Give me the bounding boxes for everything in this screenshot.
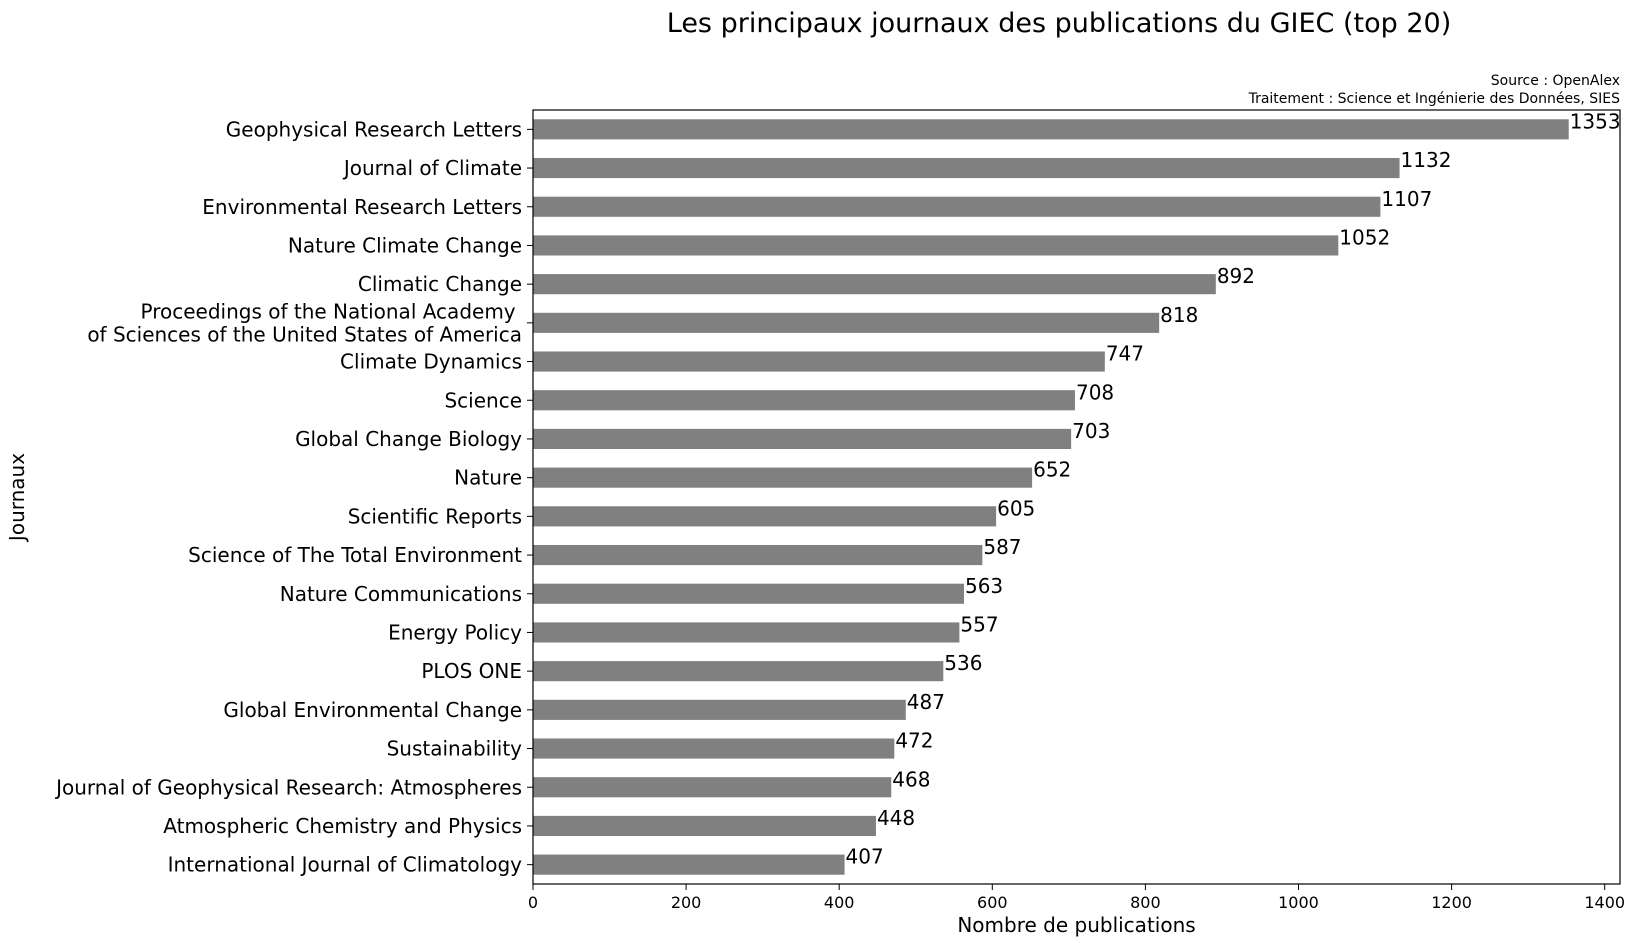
category-label: Global Change Biology (295, 427, 522, 451)
bar-value-label: 587 (983, 535, 1021, 559)
plot-frame (532, 109, 1621, 885)
bar (533, 274, 1216, 295)
category-label: of Sciences of the United States of Amer… (87, 322, 522, 346)
bar (533, 235, 1339, 256)
x-tick-label: 1000 (1278, 893, 1319, 912)
bar-value-label: 1107 (1381, 187, 1432, 211)
bar (533, 699, 906, 720)
x-tick-label: 400 (824, 893, 855, 912)
category-label: Sustainability (387, 737, 523, 761)
bar-value-label: 407 (846, 845, 884, 869)
bar-value-label: 448 (877, 806, 915, 830)
bar-value-label: 892 (1217, 264, 1255, 288)
x-axis-ticks: 0 200 400 600 800 1000 1200 1400 (528, 884, 1625, 912)
x-tick-label: 800 (1130, 893, 1161, 912)
bars-layer (533, 119, 1569, 875)
category-label: Nature (454, 466, 522, 490)
processing-note: Traitement : Science et Ingénierie des D… (1248, 91, 1621, 107)
bar (533, 777, 892, 798)
bar-value-label: 563 (965, 574, 1003, 598)
category-label: Atmospheric Chemistry and Physics (163, 814, 522, 838)
x-axis-title: Nombre de publications (957, 913, 1195, 937)
bar-value-label: 1353 (1570, 109, 1621, 133)
bar-value-label: 1052 (1339, 225, 1390, 249)
x-tick-label: 0 (528, 893, 538, 912)
category-label: PLOS ONE (421, 659, 522, 683)
bar-value-label: 472 (895, 729, 933, 753)
bar (533, 312, 1160, 333)
category-label: Global Environmental Change (223, 698, 522, 722)
category-label: International Journal of Climatology (168, 853, 523, 877)
category-label: Nature Communications (280, 582, 522, 606)
category-labels-layer: Geophysical Research Letters Journal of C… (54, 117, 533, 877)
bar (533, 738, 895, 759)
bar (533, 157, 1400, 179)
bar-value-label: 557 (960, 612, 998, 636)
chart-title: Les principaux journaux des publications… (667, 8, 1452, 39)
bar-value-label: 818 (1160, 303, 1198, 327)
bar (533, 119, 1569, 140)
category-label: Nature Climate Change (288, 233, 522, 257)
category-label: Proceedings of the National Academy (140, 299, 522, 323)
source-note: Source : OpenAlex (1491, 73, 1620, 89)
bar (533, 428, 1072, 450)
bar-value-label: 1132 (1401, 148, 1452, 172)
category-label: Journal of Climate (342, 156, 522, 180)
bar (533, 815, 876, 837)
bar (533, 506, 997, 527)
category-label: Environmental Research Letters (202, 195, 522, 219)
bar (533, 544, 983, 566)
bar (533, 351, 1105, 372)
bar-value-label: 652 (1033, 458, 1071, 482)
bar-value-label: 468 (892, 767, 930, 791)
x-tick-label: 1400 (1584, 893, 1625, 912)
bar-value-label: 536 (944, 651, 982, 675)
x-tick-label: 600 (977, 893, 1008, 912)
x-tick-label: 1200 (1431, 893, 1472, 912)
bar (533, 622, 960, 643)
bar (533, 583, 964, 604)
category-label: Science of The Total Environment (188, 543, 522, 567)
category-label: Journal of Geophysical Research: Atmosph… (54, 775, 522, 799)
y-axis-title: Journaux (5, 453, 29, 543)
bar-value-label: 747 (1106, 342, 1144, 366)
category-label: Scientific Reports (348, 504, 522, 528)
bar-value-label: 703 (1072, 419, 1110, 443)
bar-value-label: 605 (997, 496, 1035, 520)
bar-value-label: 487 (907, 690, 945, 714)
bar-value-label: 708 (1076, 380, 1114, 404)
x-tick-label: 200 (671, 893, 702, 912)
bar (533, 661, 944, 682)
category-label: Energy Policy (388, 620, 522, 644)
category-label: Climate Dynamics (340, 350, 522, 374)
bar (533, 854, 845, 875)
bar (533, 390, 1075, 411)
bar (533, 467, 1033, 488)
category-label: Science (444, 388, 522, 412)
bar (533, 196, 1381, 217)
category-label: Climatic Change (358, 272, 522, 296)
category-label: Geophysical Research Letters (226, 117, 522, 141)
